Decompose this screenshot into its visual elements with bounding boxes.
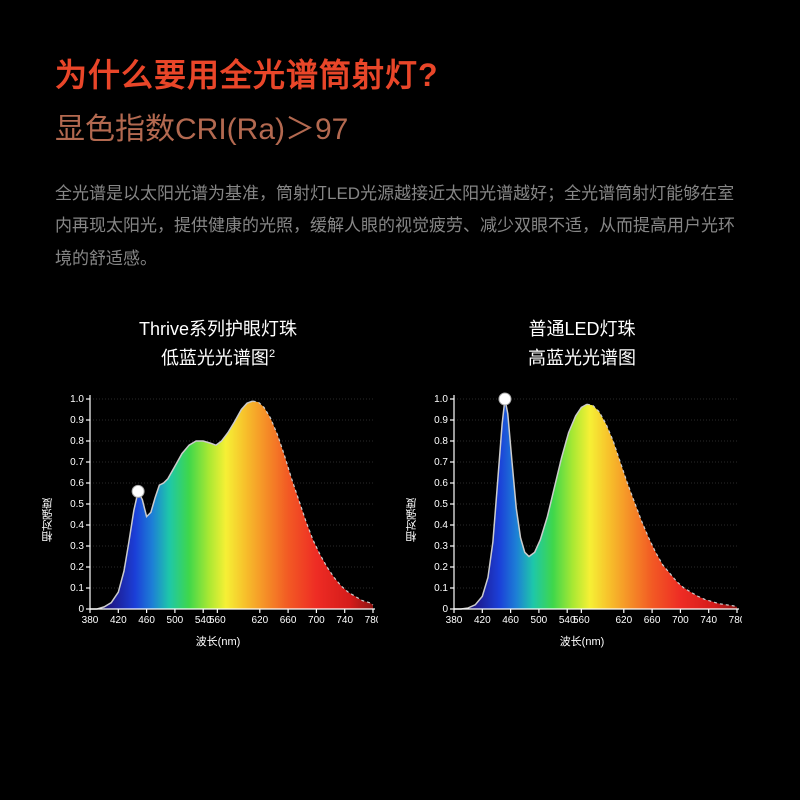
chart-left-svg: 0 0.1 0.2 0.3 0.4 0.5 0.6 0.7 0.8 0.9 1.0 380 420 460… — [58, 391, 378, 629]
svg-text:0.8: 0.8 — [434, 436, 448, 447]
svg-text:560: 560 — [573, 615, 590, 626]
svg-text:0.4: 0.4 — [70, 520, 84, 531]
chart-left-block: Thrive系列护眼灯珠 低蓝光光谱图2 相对强度 00.10.20.30.40… — [58, 317, 378, 649]
chart-left-title-top: Thrive系列护眼灯珠 — [139, 317, 297, 342]
svg-text:0.7: 0.7 — [434, 457, 448, 468]
y-axis-label-left: 相对强度 — [40, 498, 56, 542]
charts-row: Thrive系列护眼灯珠 低蓝光光谱图2 相对强度 00.10.20.30.40… — [55, 317, 745, 649]
svg-text:740: 740 — [700, 615, 717, 626]
subheadline: 显色指数CRI(Ra)＞97 — [55, 104, 745, 148]
svg-text:0.2: 0.2 — [70, 562, 84, 573]
svg-text:460: 460 — [502, 615, 519, 626]
svg-text:620: 620 — [615, 615, 632, 626]
svg-text:0.8: 0.8 — [70, 436, 84, 447]
svg-text:0.3: 0.3 — [434, 541, 448, 552]
svg-text:660: 660 — [644, 615, 661, 626]
svg-text:740: 740 — [336, 615, 353, 626]
x-axis-label-left: 波长(nm) — [58, 633, 378, 649]
svg-text:700: 700 — [308, 615, 325, 626]
svg-text:1.0: 1.0 — [70, 394, 84, 405]
svg-text:0.2: 0.2 — [434, 562, 448, 573]
svg-text:780: 780 — [729, 615, 742, 626]
chart-right-title-bottom: 高蓝光光谱图 — [528, 346, 636, 371]
svg-text:380: 380 — [446, 615, 463, 626]
chart-left-title-bottom: 低蓝光光谱图2 — [161, 346, 275, 371]
svg-text:460: 460 — [138, 615, 155, 626]
svg-text:0.9: 0.9 — [70, 415, 84, 426]
svg-text:560: 560 — [209, 615, 226, 626]
chart-right-svg: 0 0.1 0.2 0.3 0.4 0.5 0.6 0.7 0.8 0.9 1.0 380 420 460… — [422, 391, 742, 629]
x-axis-label-right: 波长(nm) — [422, 633, 742, 649]
svg-text:660: 660 — [280, 615, 297, 626]
svg-text:380: 380 — [82, 615, 99, 626]
svg-text:780: 780 — [365, 615, 378, 626]
chart-left-title-bottom-text: 低蓝光光谱图 — [161, 348, 269, 368]
svg-text:0.5: 0.5 — [434, 499, 448, 510]
svg-text:500: 500 — [531, 615, 548, 626]
svg-text:420: 420 — [110, 615, 127, 626]
description-text: 全光谱是以太阳光谱为基准，筒射灯LED光源越接近太阳光谱越好；全光谱筒射灯能够在… — [55, 178, 745, 275]
svg-text:620: 620 — [251, 615, 268, 626]
chart-left-superscript: 2 — [269, 348, 275, 360]
chart-right-area: 相对强度 00.10.20.30.40.50.60.70.80.91.03804… — [422, 391, 742, 649]
svg-text:0.6: 0.6 — [70, 478, 84, 489]
svg-text:500: 500 — [167, 615, 184, 626]
svg-text:420: 420 — [474, 615, 491, 626]
svg-text:0.4: 0.4 — [434, 520, 448, 531]
y-axis-label-right: 相对强度 — [404, 498, 420, 542]
chart-right-block: 普通LED灯珠 高蓝光光谱图 相对强度 00.10.20.30.40.50.60… — [422, 317, 742, 649]
svg-text:0.9: 0.9 — [434, 415, 448, 426]
svg-text:1.0: 1.0 — [434, 394, 448, 405]
svg-text:0: 0 — [442, 604, 448, 615]
svg-text:0.6: 0.6 — [434, 478, 448, 489]
svg-text:0: 0 — [78, 604, 84, 615]
svg-text:0.7: 0.7 — [70, 457, 84, 468]
headline: 为什么要用全光谱筒射灯? — [55, 50, 745, 96]
svg-text:0.1: 0.1 — [434, 583, 448, 594]
chart-left-area: 相对强度 00.10.20.30.40.50.60.70.80.91.03804… — [58, 391, 378, 649]
svg-text:0.1: 0.1 — [70, 583, 84, 594]
svg-text:700: 700 — [672, 615, 689, 626]
svg-text:0.5: 0.5 — [70, 499, 84, 510]
chart-right-title-top: 普通LED灯珠 — [528, 317, 635, 342]
svg-text:0.3: 0.3 — [70, 541, 84, 552]
page-container: 为什么要用全光谱筒射灯? 显色指数CRI(Ra)＞97 全光谱是以太阳光谱为基准… — [0, 0, 800, 649]
